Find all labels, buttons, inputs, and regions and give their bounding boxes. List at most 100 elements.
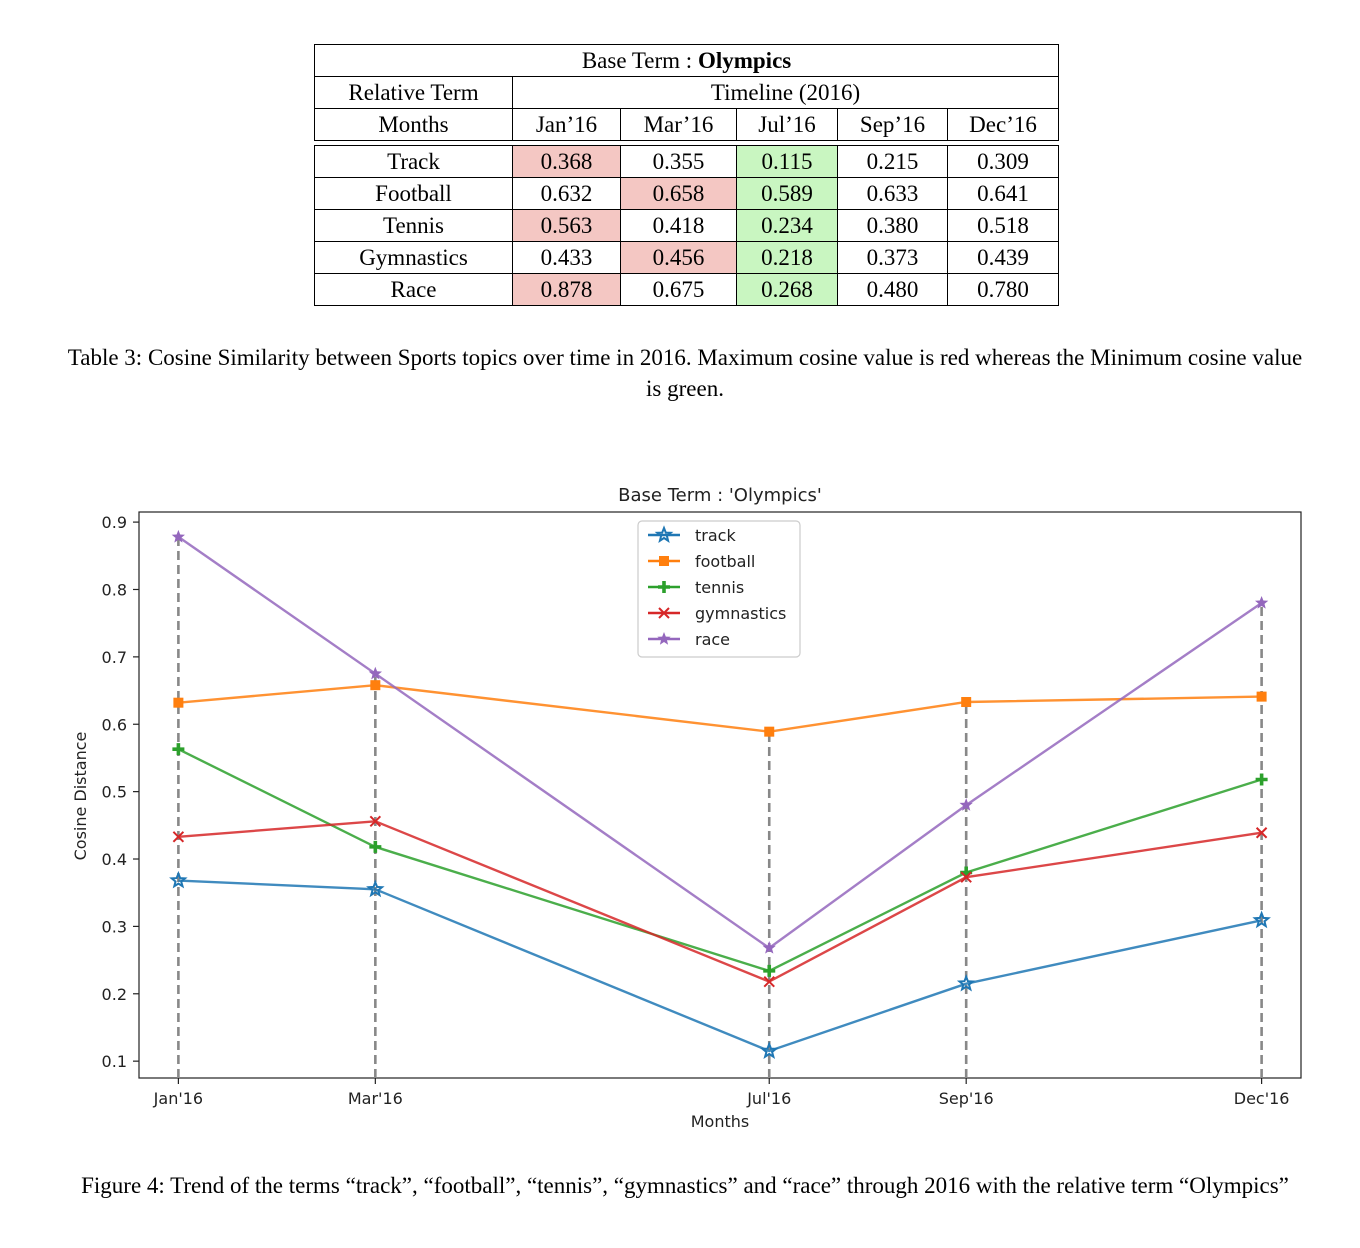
series-tennis <box>172 743 1268 977</box>
data-point <box>169 870 188 889</box>
value-cell: 0.658 <box>620 177 737 210</box>
cosine-similarity-table: Base Term : Olympics Relative Term Timel… <box>313 44 1060 306</box>
relative-term-cell: Race <box>314 273 513 306</box>
data-point <box>763 975 775 988</box>
value-cell: 0.518 <box>946 209 1060 242</box>
data-point <box>172 743 185 756</box>
month-header: Jul’16 <box>736 108 838 141</box>
y-tick-label: 0.2 <box>102 985 127 1004</box>
data-point <box>172 831 185 843</box>
data-point <box>1255 827 1268 839</box>
series-track <box>169 870 1271 1059</box>
data-point <box>759 1041 779 1059</box>
x-axis-label: Months <box>691 1112 749 1131</box>
table-caption: Table 3: Cosine Similarity between Sport… <box>67 345 1303 401</box>
data-point <box>764 726 775 737</box>
value-cell: 0.780 <box>946 273 1060 306</box>
value-cell: 0.878 <box>512 273 621 306</box>
series-lines <box>169 529 1271 1059</box>
y-tick-label: 0.7 <box>102 648 127 667</box>
value-cell: 0.355 <box>620 145 737 178</box>
figure-caption: Figure 4: Trend of the terms “track”, “f… <box>81 1173 1289 1198</box>
data-point <box>961 697 972 708</box>
legend-label: gymnastics <box>695 604 786 623</box>
legend-item: gymnastics <box>648 604 786 623</box>
x-tick-label: Jan'16 <box>153 1089 203 1108</box>
value-cell: 0.268 <box>736 273 838 306</box>
months-header: Months <box>314 108 513 141</box>
month-header: Dec’16 <box>946 108 1060 141</box>
y-tick-label: 0.1 <box>102 1052 127 1071</box>
data-point <box>1255 596 1269 609</box>
value-cell: 0.215 <box>837 145 948 178</box>
value-cell: 0.456 <box>620 241 737 274</box>
table-row: Track 0.368 0.355 0.115 0.215 0.309 <box>314 145 1060 178</box>
data-point <box>173 697 184 708</box>
table-row: Gymnastics 0.433 0.456 0.218 0.373 0.439 <box>314 241 1060 274</box>
data-point <box>369 815 382 827</box>
table-row: Tennis 0.563 0.418 0.234 0.380 0.518 <box>314 209 1060 242</box>
value-cell: 0.589 <box>736 177 838 210</box>
vertical-dashed-lines <box>177 536 1263 1078</box>
table-row: Football 0.632 0.658 0.589 0.633 0.641 <box>314 177 1060 210</box>
relative-term-cell: Track <box>314 145 513 178</box>
legend-label: race <box>695 630 730 649</box>
value-cell: 0.380 <box>837 209 948 242</box>
value-cell: 0.309 <box>946 145 1060 178</box>
y-axis-label: Cosine Distance <box>71 732 90 861</box>
trend-chart: Base Term : 'Olympics' 0.10.20.30.40.50.… <box>71 485 1302 1131</box>
data-point <box>959 798 973 811</box>
month-header: Mar’16 <box>620 108 737 141</box>
value-cell: 0.641 <box>946 177 1060 210</box>
plot-frame <box>138 511 1302 1079</box>
timeline-header: Timeline (2016) <box>511 76 1060 109</box>
data-point <box>960 871 972 883</box>
data-point <box>369 840 382 853</box>
series-line <box>178 879 1262 1053</box>
axes <box>138 511 1302 1079</box>
data-point <box>763 964 776 977</box>
x-tick-label: Jul'16 <box>746 1089 791 1108</box>
relative-term-header: Relative Term <box>314 76 513 109</box>
value-cell: 0.218 <box>736 241 838 274</box>
data-point <box>658 607 670 619</box>
value-cell: 0.633 <box>837 177 948 210</box>
legend-box <box>637 520 801 658</box>
value-cell: 0.632 <box>512 177 621 210</box>
month-header: Sep’16 <box>837 108 948 141</box>
y-tick-label: 0.8 <box>102 580 127 599</box>
value-cell: 0.373 <box>837 241 948 274</box>
y-tick-label: 0.6 <box>102 715 127 734</box>
base-term-value: Olympics <box>697 48 792 73</box>
series-line <box>177 748 1262 973</box>
legend-label: football <box>695 552 755 571</box>
y-tick-label: 0.9 <box>102 513 127 532</box>
series-line <box>178 683 1262 733</box>
legend-label: tennis <box>695 578 744 597</box>
legend-item: track <box>648 525 736 545</box>
legend-item: tennis <box>648 578 744 597</box>
data-point <box>1252 910 1271 929</box>
data-point <box>762 941 776 954</box>
series-gymnastics <box>172 815 1268 988</box>
data-point <box>1255 773 1268 786</box>
x-tick-label: Dec'16 <box>1234 1089 1290 1108</box>
series-line <box>178 820 1262 983</box>
table-header-base-term: Base Term : Olympics <box>313 44 1060 77</box>
value-cell: 0.368 <box>512 145 621 178</box>
table-row: Race 0.878 0.675 0.268 0.480 0.780 <box>314 273 1060 306</box>
legend-label: track <box>695 526 736 545</box>
data-point <box>659 556 669 566</box>
data-point <box>657 632 671 645</box>
data-point <box>171 529 185 543</box>
value-cell: 0.439 <box>946 241 1060 274</box>
x-tick-label: Mar'16 <box>348 1089 403 1108</box>
data-point <box>658 581 670 593</box>
data-point <box>654 525 674 543</box>
legend-item: race <box>648 630 730 649</box>
data-point <box>370 680 381 691</box>
chart-title: Base Term : 'Olympics' <box>618 485 822 506</box>
value-cell: 0.563 <box>512 209 621 242</box>
relative-term-cell: Gymnastics <box>314 241 513 274</box>
month-header: Jan’16 <box>512 108 621 141</box>
